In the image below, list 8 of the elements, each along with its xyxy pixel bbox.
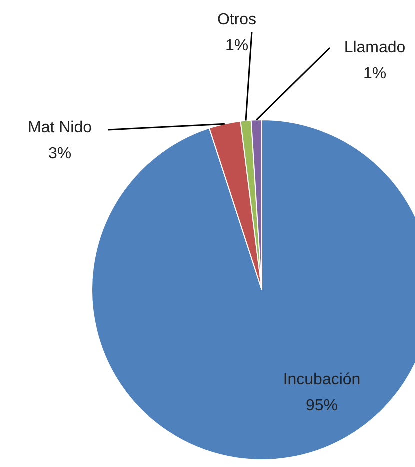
slice-label: Incubación (283, 371, 361, 388)
data-label: 1% (225, 37, 249, 54)
data-label: 3% (48, 145, 72, 162)
slice-label: Mat Nido (28, 119, 92, 136)
slice-label: Otros (217, 11, 257, 28)
data-label: 1% (363, 65, 387, 82)
data-label: 95% (306, 397, 338, 414)
slice-label: Llamado (344, 39, 406, 56)
